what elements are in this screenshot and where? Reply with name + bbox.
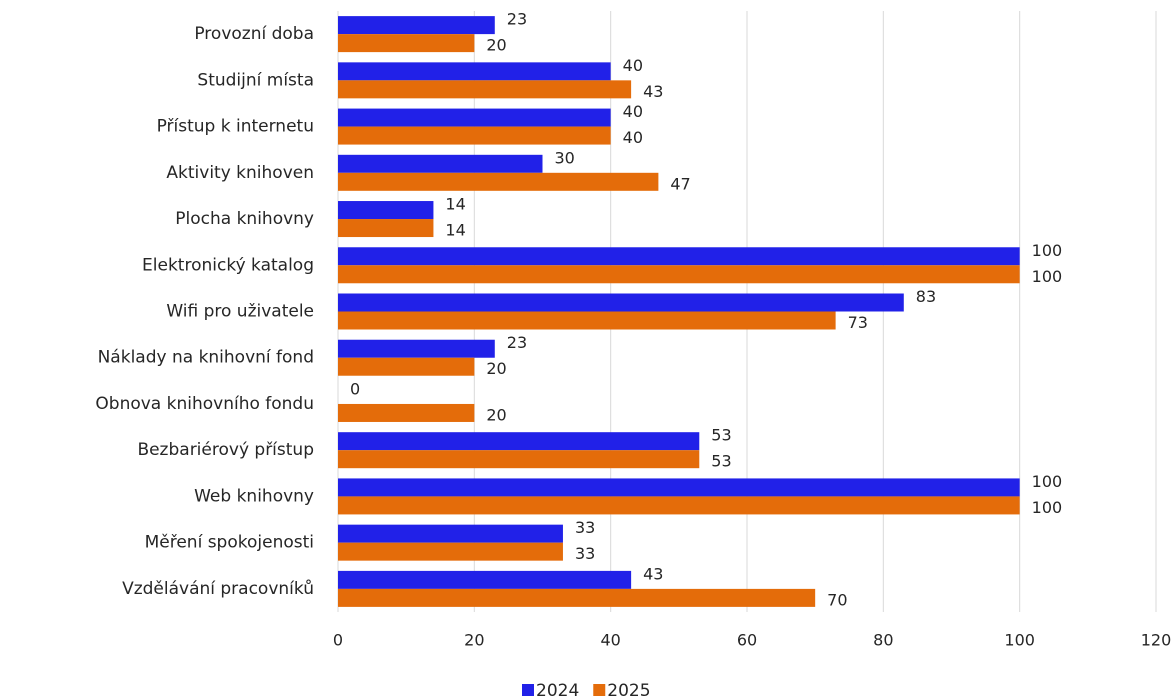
bar bbox=[338, 524, 563, 543]
bar bbox=[338, 265, 1020, 284]
data-label: 33 bbox=[575, 544, 595, 563]
data-label: 23 bbox=[507, 10, 527, 29]
bar bbox=[338, 247, 1020, 266]
bar bbox=[338, 172, 659, 191]
x-tick-label: 20 bbox=[464, 631, 484, 650]
bar bbox=[338, 357, 475, 376]
x-tick-label: 120 bbox=[1141, 631, 1172, 650]
data-label: 20 bbox=[486, 405, 506, 424]
legend-swatch bbox=[522, 684, 534, 696]
bar bbox=[338, 588, 816, 607]
bar bbox=[338, 311, 836, 330]
y-tick-label: Plocha knihovny bbox=[175, 209, 314, 229]
y-tick-label: Aktivity knihoven bbox=[166, 163, 314, 183]
data-label: 43 bbox=[643, 82, 663, 101]
bar bbox=[338, 478, 1020, 497]
data-label: 40 bbox=[623, 56, 643, 75]
data-label: 100 bbox=[1032, 472, 1063, 491]
bar bbox=[338, 450, 700, 469]
data-label: 53 bbox=[711, 452, 731, 471]
y-tick-label: Provozní doba bbox=[194, 24, 314, 44]
data-label: 70 bbox=[827, 590, 847, 609]
data-label: 53 bbox=[711, 426, 731, 445]
bar bbox=[338, 108, 611, 127]
y-tick-label: Měření spokojenosti bbox=[145, 533, 314, 553]
data-label: 40 bbox=[623, 102, 643, 121]
y-tick-label: Bezbariérový přístup bbox=[137, 440, 314, 460]
bar bbox=[338, 496, 1020, 515]
legend-swatch bbox=[593, 684, 606, 696]
bar bbox=[338, 62, 611, 81]
bar bbox=[338, 126, 611, 145]
data-label: 20 bbox=[486, 359, 506, 378]
bar bbox=[338, 403, 475, 422]
data-label: 14 bbox=[445, 221, 465, 240]
y-tick-label: Elektronický katalog bbox=[142, 255, 314, 275]
bar bbox=[338, 219, 434, 238]
bar bbox=[338, 339, 495, 358]
y-tick-label: Obnova knihovního fondu bbox=[95, 394, 314, 414]
bar bbox=[338, 154, 543, 173]
bar bbox=[338, 16, 495, 35]
bar bbox=[338, 293, 904, 312]
data-label: 0 bbox=[350, 379, 360, 398]
x-tick-label: 0 bbox=[333, 631, 343, 650]
data-label: 43 bbox=[643, 564, 663, 583]
bar bbox=[338, 34, 475, 53]
legend-label: 2025 bbox=[607, 681, 650, 700]
data-label: 100 bbox=[1032, 498, 1063, 517]
data-label: 73 bbox=[848, 313, 868, 332]
y-tick-label: Wifi pro uživatele bbox=[166, 302, 314, 322]
data-label: 83 bbox=[916, 287, 936, 306]
data-label: 20 bbox=[486, 36, 506, 55]
data-label: 33 bbox=[575, 518, 595, 537]
legend-label: 2024 bbox=[536, 681, 579, 700]
x-tick-label: 40 bbox=[600, 631, 620, 650]
bar bbox=[338, 542, 563, 561]
bar bbox=[338, 80, 632, 99]
bar bbox=[338, 201, 434, 220]
bar bbox=[338, 570, 632, 589]
data-label: 23 bbox=[507, 333, 527, 352]
bar bbox=[338, 432, 700, 451]
y-tick-label: Náklady na knihovní fond bbox=[98, 348, 314, 368]
y-tick-label: Vzdělávání pracovníků bbox=[122, 579, 314, 599]
y-tick-label: Přístup k internetu bbox=[157, 117, 314, 137]
data-label: 100 bbox=[1032, 267, 1063, 286]
data-label: 100 bbox=[1032, 241, 1063, 260]
data-label: 40 bbox=[623, 128, 643, 147]
x-tick-label: 100 bbox=[1004, 631, 1035, 650]
y-tick-label: Studijní místa bbox=[197, 70, 314, 90]
x-tick-label: 80 bbox=[873, 631, 893, 650]
data-label: 14 bbox=[445, 195, 465, 214]
x-tick-label: 60 bbox=[737, 631, 757, 650]
data-label: 47 bbox=[670, 174, 690, 193]
data-label: 30 bbox=[555, 148, 575, 167]
y-tick-label: Web knihovny bbox=[194, 486, 314, 506]
